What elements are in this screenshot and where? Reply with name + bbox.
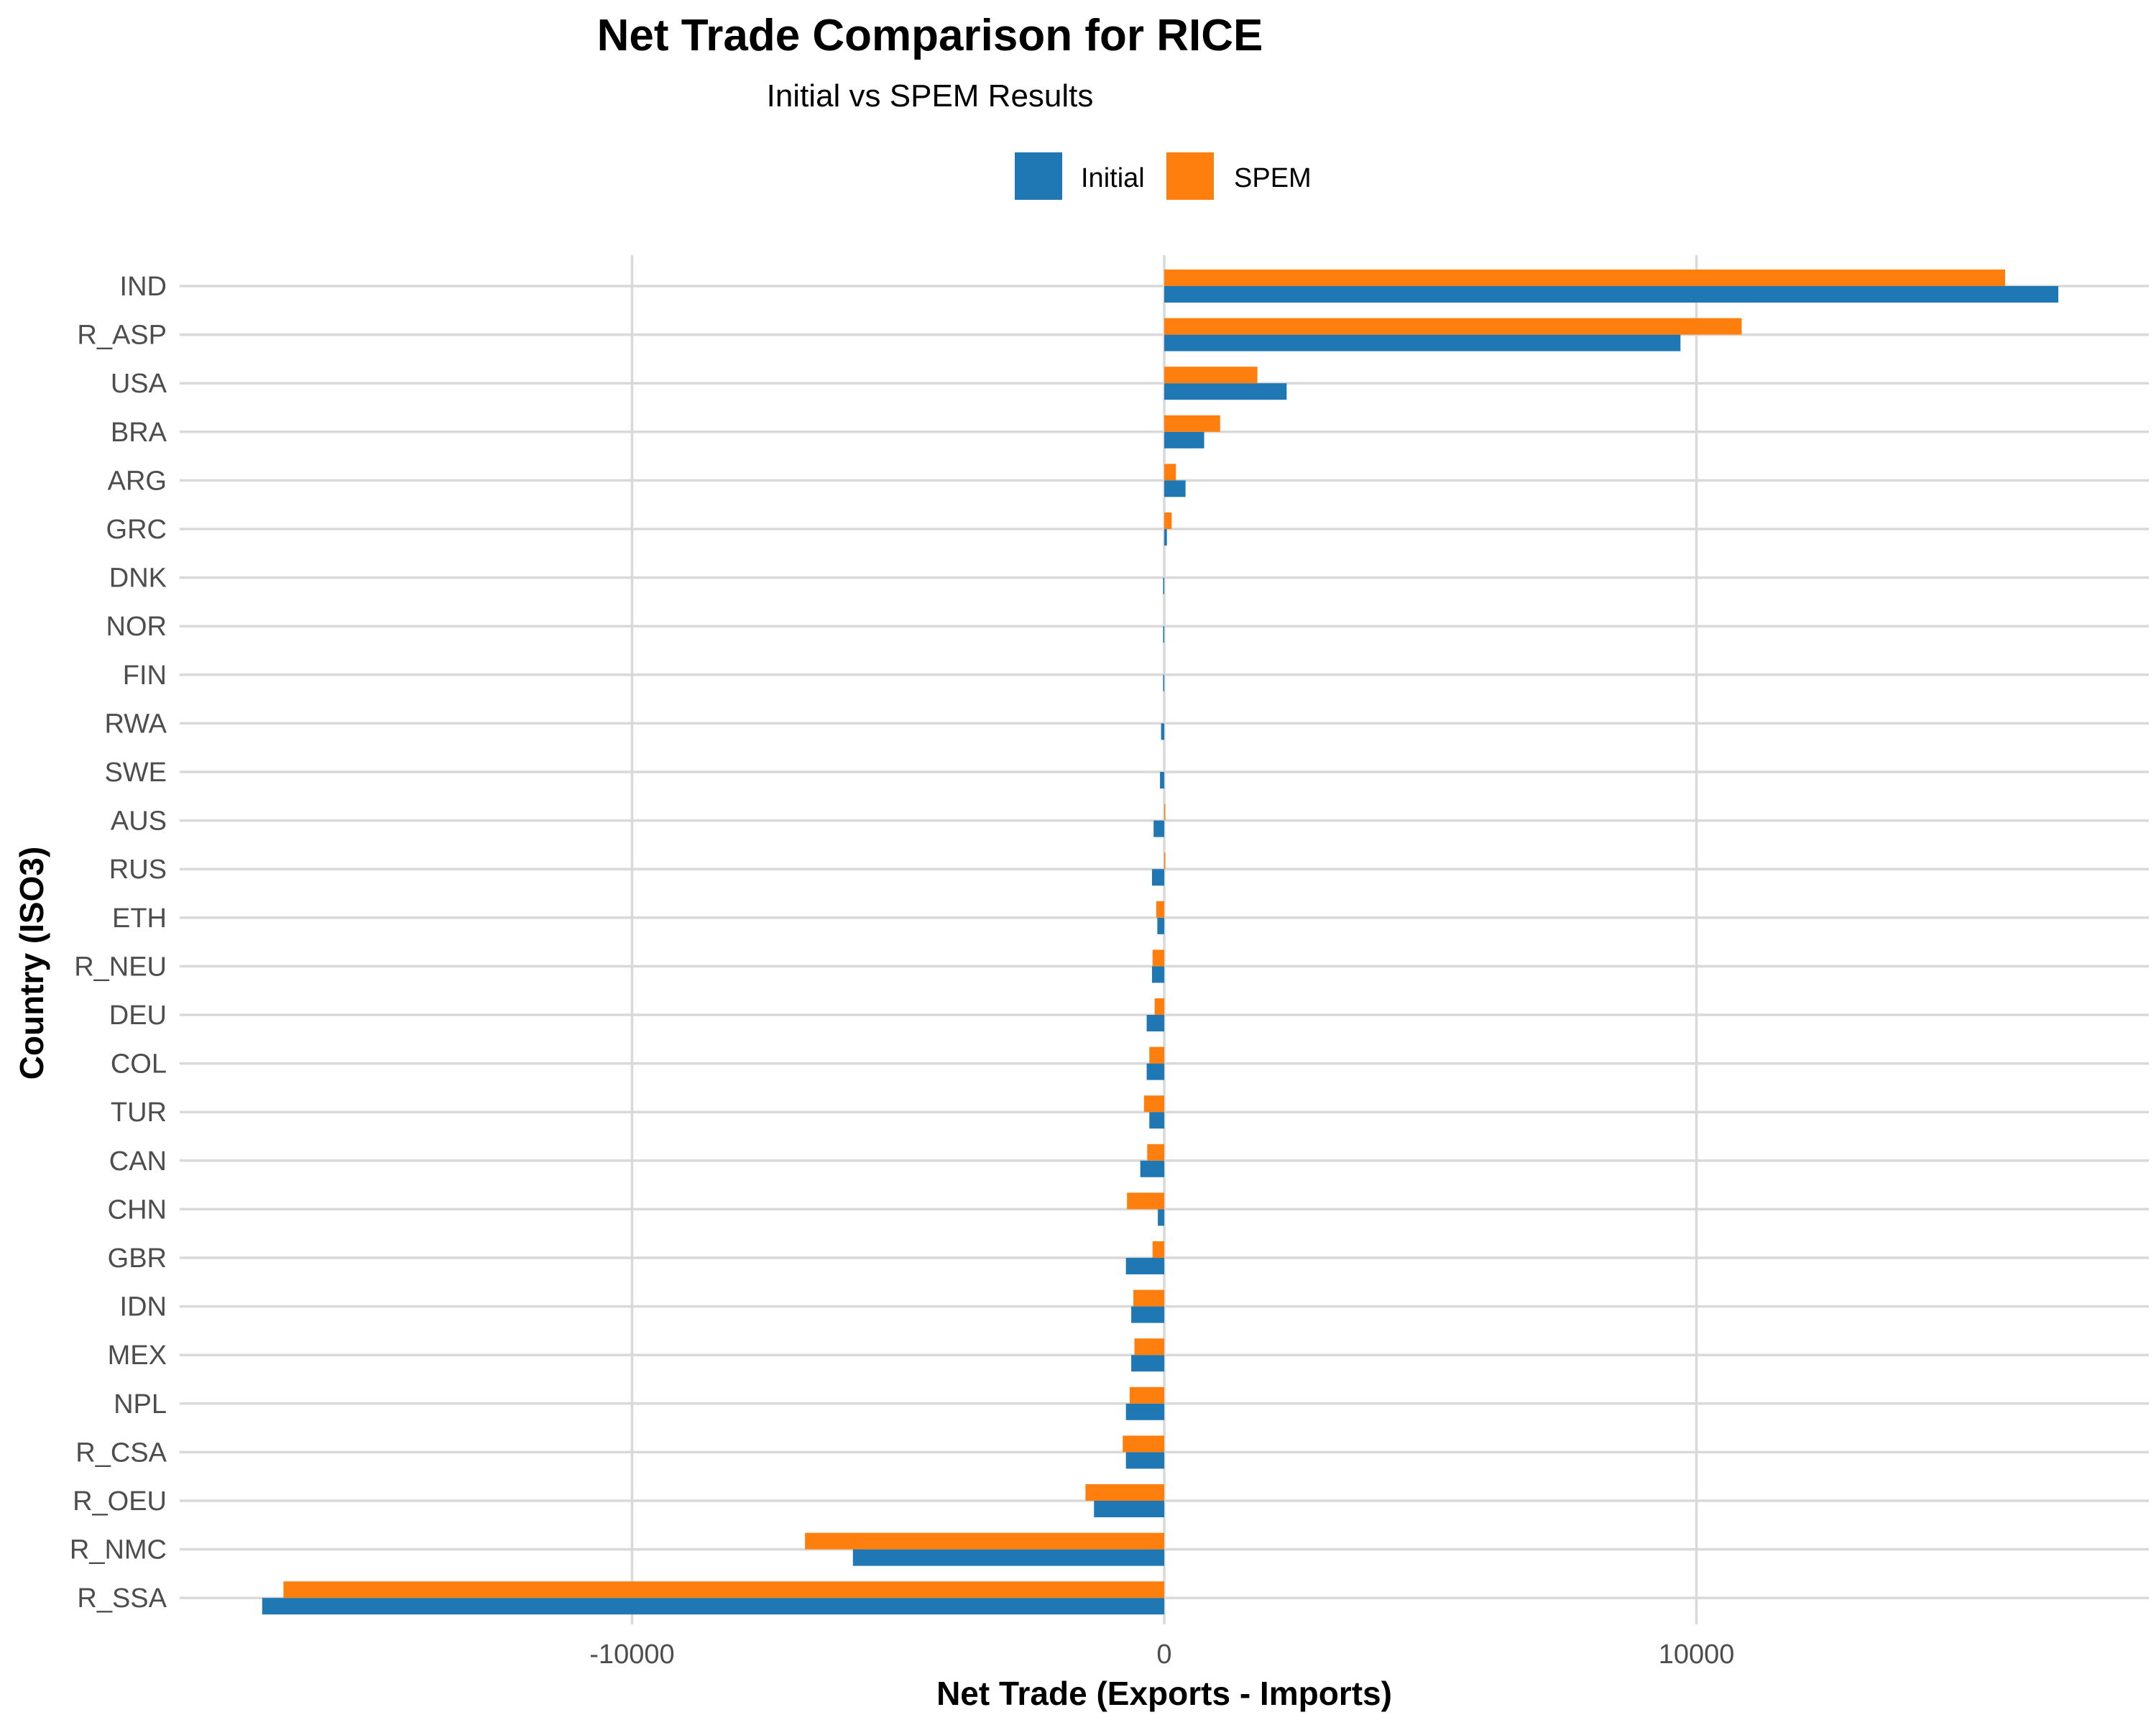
bar-initial-mex [1131,1355,1164,1372]
bar-spem-usa [1164,367,1258,384]
bar-spem-rus [1164,852,1166,870]
bar-spem-bra [1164,415,1220,432]
y-tick-label: USA [111,369,167,399]
y-tick-label: DNK [109,564,167,594]
bar-spem-idn [1133,1289,1164,1307]
bar-initial-grc [1164,529,1167,546]
bar-initial-can [1140,1160,1164,1177]
y-tick-label: NOR [106,612,167,642]
bar-initial-gbr [1125,1258,1164,1274]
bar-spem-r-asp [1164,318,1742,335]
bar-initial-r-nmc [852,1549,1164,1566]
bar-spem-eth [1156,901,1164,918]
bar-spem-col [1149,1046,1164,1064]
y-tick-label: GRC [106,515,167,545]
bar-spem-r-nmc [805,1532,1164,1550]
x-tick-label: -10000 [589,1639,674,1670]
bar-initial-r-csa [1125,1452,1164,1469]
y-tick-label: R_SSA [77,1583,167,1614]
bar-spem-tur [1143,1095,1164,1113]
y-tick-label: BRA [111,418,167,448]
bar-initial-deu [1146,1015,1164,1031]
bar-initial-eth [1157,917,1164,934]
y-tick-label: CAN [109,1146,167,1177]
y-tick-label: R_NMC [70,1535,167,1565]
bar-initial-usa [1164,383,1287,400]
bar-spem-r-oeu [1085,1484,1164,1501]
bar-spem-deu [1154,998,1164,1015]
legend-label-spem: SPEM [1234,163,1312,193]
y-tick-label: R_OEU [73,1486,167,1517]
bar-initial-bra [1164,431,1204,448]
x-tick-label: 0 [1156,1639,1171,1670]
bar-initial-r-ssa [262,1598,1164,1615]
bar-spem-aus [1164,804,1166,821]
x-tick-labels: -10000 0 10000 [589,1639,1734,1670]
bar-initial-tur [1149,1112,1164,1129]
bar-initial-rus [1151,869,1164,886]
bar-spem-ind [1164,270,2006,286]
y-tick-label: RWA [104,709,167,739]
bar-initial-r-oeu [1094,1501,1164,1517]
bar-initial-arg [1164,480,1186,497]
bar-spem-chn [1127,1192,1164,1210]
legend-label-initial: Initial [1081,163,1145,193]
bar-spem-mex [1134,1338,1164,1356]
chart-subtitle: Initial vs SPEM Results [767,78,1094,114]
bar-initial-rwa [1161,723,1164,740]
bar-initial-r-neu [1151,966,1164,983]
y-tick-label: RUS [109,855,167,885]
bar-spem-grc [1164,512,1172,529]
y-tick-label: TUR [111,1098,167,1128]
chart-title: Net Trade Comparison for RICE [597,11,1263,60]
bar-spem-r-ssa [283,1581,1164,1598]
bar-spem-npl [1129,1386,1164,1404]
y-tick-label: FIN [123,661,167,691]
y-tick-label: IDN [120,1292,167,1322]
bar-spem-arg [1164,464,1176,481]
bar-spem-r-csa [1123,1435,1164,1453]
x-axis-title: Net Trade (Exports - Imports) [936,1675,1392,1712]
bar-initial-ind [1164,286,2059,303]
y-tick-label: GBR [108,1243,167,1274]
y-tick-label: IND [120,272,167,302]
y-tick-label: ARG [108,466,167,496]
y-tick-label: SWE [104,758,167,788]
y-tick-label: R_CSA [75,1438,167,1468]
bar-spem-can [1147,1144,1164,1161]
bar-initial-r-asp [1164,334,1681,351]
y-tick-label: CHN [108,1195,167,1225]
y-axis-title: Country (ISO3) [13,847,50,1080]
bar-initial-idn [1131,1306,1164,1323]
bar-initial-aus [1153,820,1164,837]
y-tick-label: MEX [108,1340,167,1371]
bar-initial-chn [1158,1209,1164,1226]
bar-spem-r-neu [1152,949,1164,967]
bar-initial-swe [1160,772,1164,788]
legend: Initial SPEM [1015,152,1312,200]
y-tick-label: R_ASP [77,321,167,351]
y-tick-label: DEU [109,1000,167,1031]
y-tick-label: COL [111,1049,167,1080]
bar-initial-col [1146,1063,1164,1080]
y-tick-label: R_NEU [74,952,167,982]
bar-initial-npl [1125,1403,1164,1420]
legend-swatch-spem [1166,152,1214,200]
x-tick-label: 10000 [1659,1639,1735,1670]
y-tick-labels: IND R_ASP USA BRA ARG GRC DNK NOR FIN RWA SWE AUS RU… [70,272,167,1614]
bar-spem-gbr [1152,1241,1164,1258]
y-tick-label: AUS [111,806,167,837]
y-tick-label: NPL [114,1389,167,1420]
y-tick-label: ETH [112,903,167,934]
legend-swatch-initial [1015,152,1062,200]
bars [262,270,2059,1615]
